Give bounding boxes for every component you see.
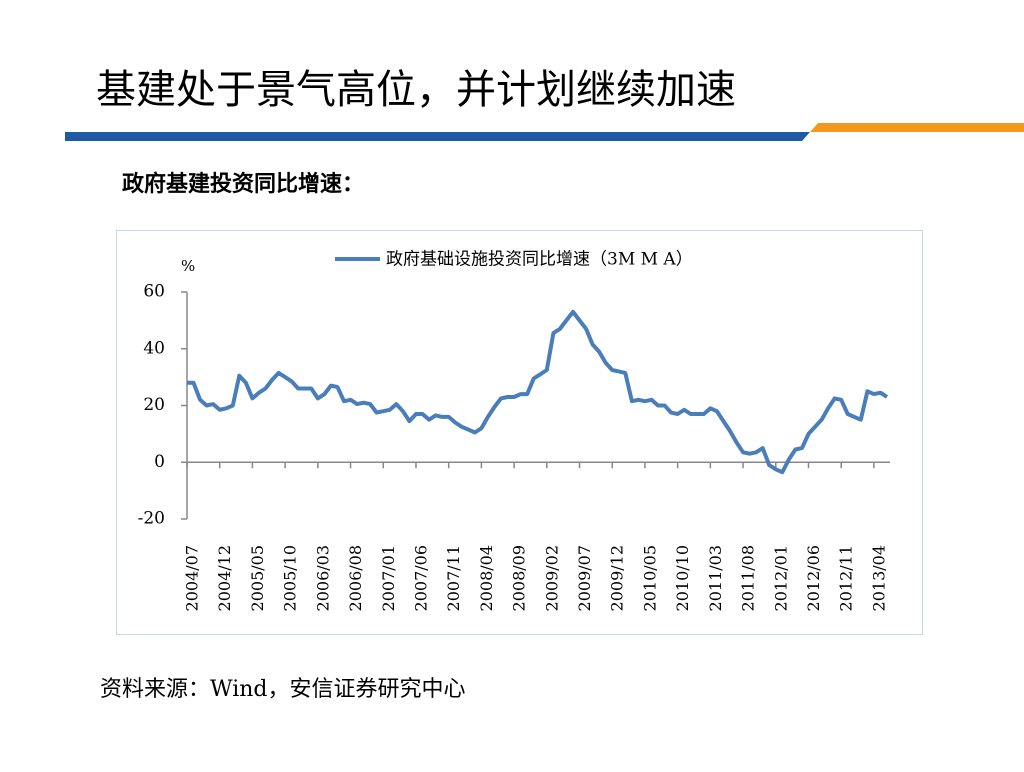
x-tick-label: 2005/05 [248, 545, 267, 611]
x-tick-label: 2009/07 [575, 545, 594, 611]
x-tick-label: 2007/06 [411, 545, 430, 611]
x-tick-label: 2010/05 [640, 545, 659, 611]
x-tick-label: 2009/12 [608, 545, 627, 611]
x-tick-label: 2005/10 [281, 545, 300, 611]
data-line [187, 309, 889, 475]
legend-label: 政府基础设施投资同比增速（3M M A） [386, 250, 693, 270]
x-tick-label: 2012/11 [837, 545, 856, 611]
x-tick-label: 2012/01 [771, 545, 790, 611]
y-tick-label: 20 [143, 395, 165, 415]
x-tick-label: 2008/09 [510, 545, 529, 611]
y-unit: % [181, 257, 195, 275]
y-tick-label: -20 [138, 509, 165, 529]
source: 资料来源：Wind，安信证券研究中心 [100, 677, 466, 702]
y-tick-label: 60 [143, 282, 165, 302]
title-bar-blue [65, 132, 810, 141]
subtitle: 政府基建投资同比增速： [122, 171, 364, 197]
x-tick-label: 2004/07 [183, 545, 202, 611]
x-tick-label: 2011/08 [739, 545, 758, 611]
x-tick-label: 2007/11 [444, 545, 463, 611]
x-tick-label: 2009/02 [542, 545, 561, 611]
slide-title: 基建处于景气高位，并计划继续加速 [96, 67, 736, 113]
y-tick-label: 0 [154, 452, 165, 472]
x-tick-label: 2006/03 [313, 545, 332, 611]
title-bar-orange [810, 123, 1024, 132]
y-tick-label: 40 [143, 338, 165, 358]
x-tick-label: 2011/03 [706, 545, 725, 611]
x-tick-label: 2012/06 [804, 545, 823, 611]
x-tick-label: 2007/01 [379, 545, 398, 611]
x-tick-label: 2008/04 [477, 545, 496, 611]
chart-frame [116, 230, 923, 635]
x-tick-label: 2006/08 [346, 545, 365, 611]
x-tick-label: 2013/04 [869, 545, 888, 611]
x-tick-label: 2010/10 [673, 545, 692, 611]
x-tick-label: 2004/12 [215, 545, 234, 611]
